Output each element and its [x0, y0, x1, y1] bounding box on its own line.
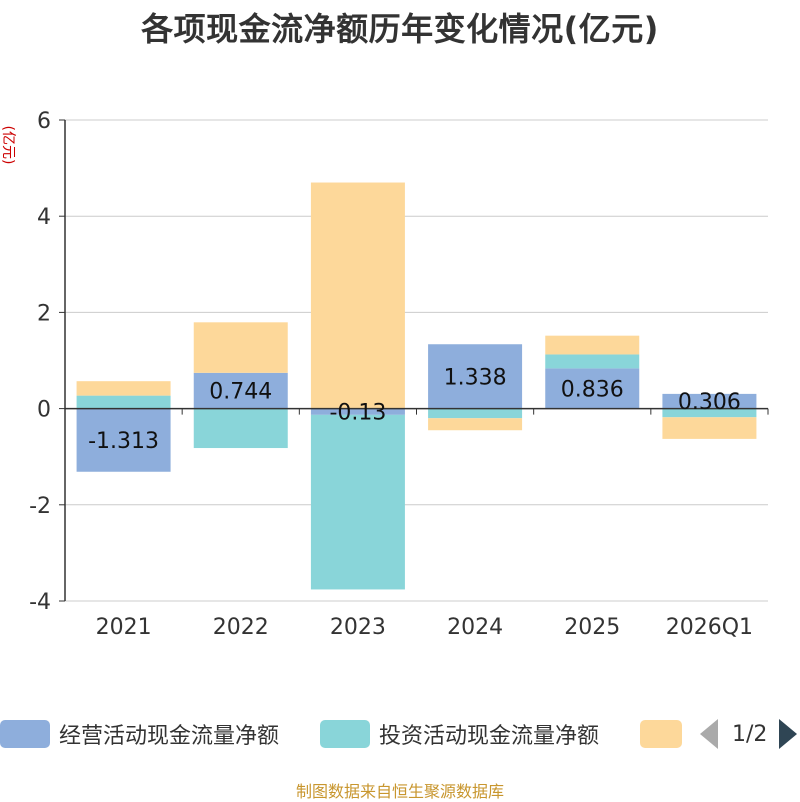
chart-plot: -4 -2 0 2 4 6 2021 2022 2023 2024 2025 2026Q1 -1.313…	[0, 109, 769, 640]
x-tick-label: 2024	[447, 615, 503, 640]
bar-1-2025	[545, 368, 640, 409]
y-axis-unit-label: (亿元)	[0, 126, 16, 165]
bar-2-2024	[428, 408, 523, 419]
bar-2-2025	[545, 354, 640, 369]
legend-swatch-financing	[640, 720, 682, 748]
data-label: -1.313	[88, 429, 159, 454]
y-tick-label: 4	[37, 205, 51, 230]
y-tick-label: 6	[37, 109, 51, 134]
y-tick-label: -2	[29, 494, 51, 519]
x-tick-label: 2022	[213, 615, 269, 640]
bar-3-2025	[545, 335, 640, 355]
bar-2-2026Q1	[662, 408, 757, 418]
data-label: 0.744	[209, 380, 272, 405]
bar-1-2023	[310, 408, 405, 415]
bar-1-2026Q1	[662, 393, 757, 409]
bar-1-2021	[76, 408, 171, 472]
bar-2-2022	[193, 408, 288, 449]
y-tick-label: -4	[29, 590, 51, 615]
legend-item-operating[interactable]: 经营活动现金流量净额	[0, 716, 279, 752]
data-label: 0.836	[561, 377, 624, 402]
y-tick-label: 0	[37, 398, 51, 423]
data-label: 0.306	[678, 390, 741, 415]
bar-3-2023	[310, 182, 405, 409]
legend-swatch-operating	[0, 720, 50, 748]
bar-3-2022	[193, 322, 288, 373]
bar-2-2021	[76, 395, 171, 409]
chart-title: 各项现金流净额历年变化情况(亿元)	[141, 10, 659, 48]
pager-next-icon[interactable]	[779, 719, 798, 749]
bar-3-2024	[428, 418, 523, 431]
bar-1-2022	[193, 372, 288, 409]
x-tick-label: 2021	[96, 615, 152, 640]
bar-1-2024	[428, 344, 523, 409]
x-tick-label: 2023	[330, 615, 386, 640]
x-tick-label: 2026Q1	[666, 615, 753, 640]
legend-item-financing[interactable]	[640, 716, 682, 752]
legend-item-investing[interactable]: 投资活动现金流量净额	[320, 716, 599, 752]
x-tick-label: 2025	[564, 615, 620, 640]
data-label: 1.338	[444, 365, 507, 390]
legend-swatch-investing	[320, 720, 370, 748]
data-label: -0.13	[329, 401, 386, 426]
y-tick-label: 2	[37, 301, 51, 326]
bar-3-2021	[76, 381, 171, 396]
legend-pager: 1/2	[700, 716, 798, 752]
source-note: 制图数据来自恒生聚源数据库	[295, 782, 504, 801]
pager-prev-icon[interactable]	[700, 719, 718, 749]
bar-2-2023	[310, 414, 405, 590]
bar-3-2026Q1	[662, 417, 757, 439]
legend-label-operating: 经营活动现金流量净额	[59, 724, 280, 749]
pager-text: 1/2	[732, 721, 768, 747]
legend-label-investing: 投资活动现金流量净额	[379, 724, 600, 749]
legend: 经营活动现金流量净额 投资活动现金流量净额 1/2	[0, 716, 800, 752]
